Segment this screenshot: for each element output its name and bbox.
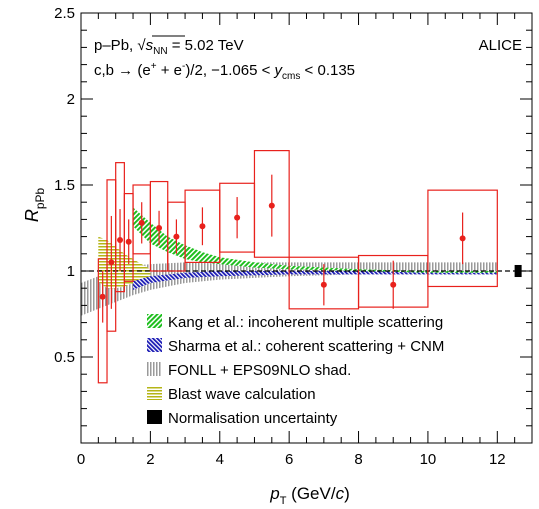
normalisation-uncertainty-box xyxy=(514,264,522,278)
legend-swatch-normalisation xyxy=(147,410,162,424)
data-point-8 xyxy=(234,214,241,221)
systematic-box-9 xyxy=(253,150,290,258)
legend-label-normalisation: Normalisation uncertainty xyxy=(168,410,338,427)
y-axis-title: RpPb xyxy=(22,188,47,223)
legend-label-fonll: FONLL + EPS09NLO shad. xyxy=(168,362,351,379)
legend-label-kang: Kang et al.: incoherent multiple scatter… xyxy=(168,314,443,331)
x-tick-label: 6 xyxy=(285,451,293,468)
x-tick-label: 12 xyxy=(489,451,506,468)
data-point-0 xyxy=(99,293,106,300)
data-point-7 xyxy=(199,223,206,230)
y-tick-label: 1.5 xyxy=(54,177,75,194)
data-point-10 xyxy=(320,281,327,288)
data-point-5 xyxy=(156,225,163,231)
y-tick-labels: 0.5 1 1.5 2 2.5 xyxy=(54,5,75,366)
legend-label-blast: Blast wave calculation xyxy=(168,386,316,403)
data-point-9 xyxy=(268,202,275,209)
y-tick-label: 2.5 xyxy=(54,5,75,22)
data-point-4 xyxy=(138,219,145,226)
legend: Kang et al.: incoherent multiple scatter… xyxy=(147,314,444,427)
x-tick-label: 10 xyxy=(420,451,437,468)
legend-swatch-blast xyxy=(147,386,162,400)
x-axis-title: pT (GeV/c) xyxy=(269,484,350,507)
data-points xyxy=(97,150,498,384)
y-tick-label: 2 xyxy=(67,91,75,108)
legend-swatch-kang xyxy=(147,314,162,328)
axis-ticks xyxy=(80,12,533,444)
x-tick-label: 2 xyxy=(146,451,154,468)
y-tick-label: 1 xyxy=(67,263,75,280)
x-tick-label: 0 xyxy=(77,451,85,468)
model-band-sharma xyxy=(133,271,498,290)
x-tick-label: 4 xyxy=(216,451,224,468)
data-point-11 xyxy=(390,281,397,288)
data-point-1 xyxy=(108,259,115,266)
data-point-2 xyxy=(117,237,124,244)
data-point-6 xyxy=(173,233,180,240)
title-line-2: c,b → (e+ + e-)/2, −1.065 < ycms < 0.135 xyxy=(94,61,355,82)
legend-label-sharma: Sharma et al.: coherent scattering + CNM xyxy=(168,338,444,355)
data-point-12 xyxy=(459,235,466,242)
x-tick-label: 8 xyxy=(354,451,362,468)
systematic-box-12 xyxy=(427,189,498,288)
title-line-1: p–Pb, √sNN = 5.02 TeV xyxy=(94,37,244,57)
data-point-3 xyxy=(125,238,132,245)
legend-swatch-fonll xyxy=(147,362,162,376)
experiment-label: ALICE xyxy=(479,37,522,54)
x-tick-labels: 0 2 4 6 8 10 12 xyxy=(77,451,506,468)
legend-swatch-sharma xyxy=(147,338,162,352)
y-tick-label: 0.5 xyxy=(54,349,75,366)
